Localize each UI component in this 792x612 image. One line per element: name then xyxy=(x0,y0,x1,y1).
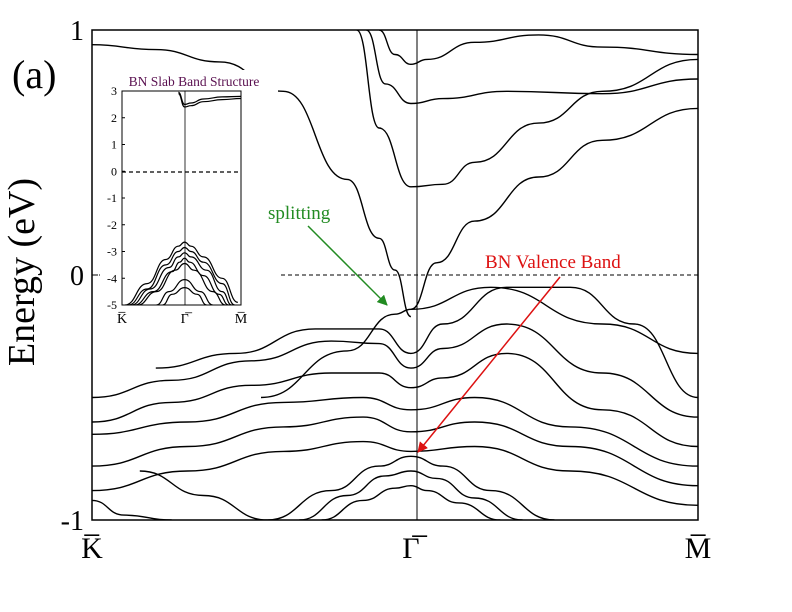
inset-y-tick-label-6: -3 xyxy=(107,245,117,259)
inset-y-ticks: 3 2 1 0 -1 -2 -3 -4 -5 xyxy=(107,84,125,312)
inset-x-tick-label-0: K̅ xyxy=(117,312,127,327)
panel-label: (a) xyxy=(12,52,56,97)
main-x-tick-label-1: Γ̅ xyxy=(402,532,427,565)
main-band-4 xyxy=(365,30,698,105)
inset-y-tick-label-4: -1 xyxy=(107,191,117,205)
main-band-8 xyxy=(92,352,698,448)
inset-y-tick-label-8: -5 xyxy=(107,298,117,312)
main-band-2 xyxy=(410,107,698,310)
inset-title: BN Slab Band Structure xyxy=(129,74,260,89)
main-band-6 xyxy=(155,286,698,399)
inset-background xyxy=(100,70,278,328)
main-x-tick-label-0: K̅ xyxy=(81,532,103,565)
main-band-3 xyxy=(356,30,698,188)
inset-x-tick-label-2: M̅ xyxy=(235,312,248,327)
inset-y-tick-label-5: -2 xyxy=(107,218,117,232)
inset-y-tick-label-2: 1 xyxy=(111,138,117,152)
y-axis-label: Energy (eV) xyxy=(1,178,43,366)
valence-arrow xyxy=(417,276,561,453)
splitting-annotation: splitting xyxy=(268,203,388,306)
main-band-13 xyxy=(299,470,523,520)
inset-y-tick-label-7: -4 xyxy=(107,271,117,285)
main-band-1 xyxy=(260,286,698,399)
main-band-lines xyxy=(92,30,698,520)
splitting-label: splitting xyxy=(268,203,331,224)
main-plot: 1 0 -1 K̅ Γ̅ M̅ xyxy=(61,16,712,565)
inset-band-7 xyxy=(178,91,241,106)
main-band-10 xyxy=(92,416,698,487)
valence-label: BN Valence Band xyxy=(485,252,621,273)
main-band-15 xyxy=(92,499,172,520)
splitting-arrow xyxy=(307,225,388,306)
main-x-tick-label-2: M̅ xyxy=(685,532,712,565)
main-band-12 xyxy=(267,455,555,520)
main-band-7 xyxy=(92,323,698,418)
inset-band-8 xyxy=(178,93,241,108)
inset-plot: BN Slab Band Structure 3 2 1 0 -1 -2 -3 -4 -5 K̅… xyxy=(100,70,278,328)
valence-annotation: BN Valence Band xyxy=(417,252,621,453)
main-y-tick-label-1: 0 xyxy=(70,261,84,292)
main-band-0 xyxy=(92,44,412,318)
main-x-ticks: K̅ Γ̅ M̅ xyxy=(81,532,711,565)
main-y-tick-label-2: -1 xyxy=(61,506,84,537)
inset-y-tick-label-0: 3 xyxy=(111,84,117,98)
inset-y-tick-label-3: 0 xyxy=(111,164,117,178)
inset-y-tick-label-1: 2 xyxy=(111,111,117,125)
main-y-ticks: 1 0 -1 xyxy=(61,16,98,537)
main-band-11 xyxy=(92,440,698,506)
main-band-14 xyxy=(321,484,501,520)
main-y-tick-label-0: 1 xyxy=(70,16,84,47)
main-band-16 xyxy=(139,470,268,520)
main-band-9 xyxy=(92,396,698,467)
main-band-5 xyxy=(378,30,698,66)
